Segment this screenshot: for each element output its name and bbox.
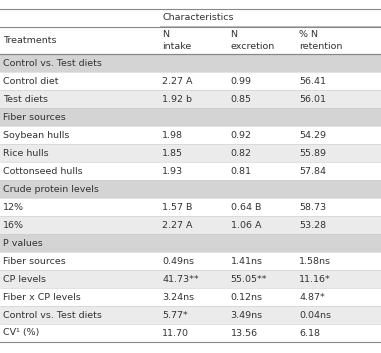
Text: 3.24ns: 3.24ns	[162, 293, 194, 301]
Text: 11.70: 11.70	[162, 329, 189, 337]
Text: 11.16*: 11.16*	[299, 275, 331, 283]
Text: 6.18: 6.18	[299, 329, 320, 337]
Text: Crude protein levels: Crude protein levels	[3, 185, 99, 193]
Text: 1.06 A: 1.06 A	[231, 221, 261, 229]
Text: % N
retention: % N retention	[299, 30, 343, 50]
Text: 1.92 b: 1.92 b	[162, 95, 192, 103]
Text: 57.84: 57.84	[299, 167, 326, 175]
Text: Characteristics: Characteristics	[162, 13, 234, 23]
Text: 58.73: 58.73	[299, 203, 326, 211]
Text: 16%: 16%	[3, 221, 24, 229]
Bar	[0, 72, 381, 90]
Text: Control vs. Test diets: Control vs. Test diets	[3, 59, 102, 67]
Text: 3.49ns: 3.49ns	[231, 311, 263, 319]
Text: 2.27 A: 2.27 A	[162, 77, 192, 85]
Text: 54.29: 54.29	[299, 131, 326, 139]
Text: 41.73**: 41.73**	[162, 275, 199, 283]
Bar	[0, 90, 381, 108]
Text: 56.01: 56.01	[299, 95, 326, 103]
Text: Control vs. Test diets: Control vs. Test diets	[3, 311, 102, 319]
Text: Rice hulls: Rice hulls	[3, 149, 49, 157]
Bar	[0, 108, 381, 126]
Text: Cottonseed hulls: Cottonseed hulls	[3, 167, 83, 175]
Text: 0.49ns: 0.49ns	[162, 257, 194, 265]
Bar	[0, 144, 381, 162]
Text: 0.64 B: 0.64 B	[231, 203, 261, 211]
Text: P values: P values	[3, 239, 43, 247]
Text: 1.85: 1.85	[162, 149, 183, 157]
Text: 55.05**: 55.05**	[231, 275, 267, 283]
Bar	[0, 9, 381, 27]
Bar	[0, 234, 381, 252]
Text: 1.57 B: 1.57 B	[162, 203, 192, 211]
Text: 13.56: 13.56	[231, 329, 258, 337]
Bar	[0, 180, 381, 198]
Bar	[0, 198, 381, 216]
Text: 0.85: 0.85	[231, 95, 251, 103]
Bar	[0, 162, 381, 180]
Text: N
excretion: N excretion	[231, 30, 275, 50]
Text: 0.99: 0.99	[231, 77, 251, 85]
Text: 0.82: 0.82	[231, 149, 251, 157]
Text: CP levels: CP levels	[3, 275, 46, 283]
Text: Fiber sources: Fiber sources	[3, 113, 66, 121]
Text: 1.98: 1.98	[162, 131, 183, 139]
Bar	[0, 270, 381, 288]
Text: 1.93: 1.93	[162, 167, 183, 175]
Text: 12%: 12%	[3, 203, 24, 211]
Text: 56.41: 56.41	[299, 77, 326, 85]
Bar	[0, 252, 381, 270]
Bar	[0, 288, 381, 306]
Bar	[0, 27, 381, 54]
Text: Test diets: Test diets	[3, 95, 48, 103]
Text: 0.81: 0.81	[231, 167, 251, 175]
Text: N
intake: N intake	[162, 30, 191, 50]
Text: Treatments: Treatments	[3, 36, 56, 45]
Text: 0.04ns: 0.04ns	[299, 311, 331, 319]
Text: 1.58ns: 1.58ns	[299, 257, 331, 265]
Text: 0.12ns: 0.12ns	[231, 293, 263, 301]
Text: 55.89: 55.89	[299, 149, 326, 157]
Text: 0.92: 0.92	[231, 131, 251, 139]
Bar	[0, 126, 381, 144]
Text: Soybean hulls: Soybean hulls	[3, 131, 69, 139]
Text: 1.41ns: 1.41ns	[231, 257, 263, 265]
Text: 2.27 A: 2.27 A	[162, 221, 192, 229]
Text: CV¹ (%): CV¹ (%)	[3, 329, 39, 337]
Bar	[0, 54, 381, 72]
Text: Fiber sources: Fiber sources	[3, 257, 66, 265]
Text: 5.77*: 5.77*	[162, 311, 188, 319]
Bar	[0, 306, 381, 324]
Text: 4.87*: 4.87*	[299, 293, 325, 301]
Bar	[0, 216, 381, 234]
Text: Control diet: Control diet	[3, 77, 59, 85]
Bar	[0, 324, 381, 342]
Text: 53.28: 53.28	[299, 221, 326, 229]
Text: Fiber x CP levels: Fiber x CP levels	[3, 293, 81, 301]
